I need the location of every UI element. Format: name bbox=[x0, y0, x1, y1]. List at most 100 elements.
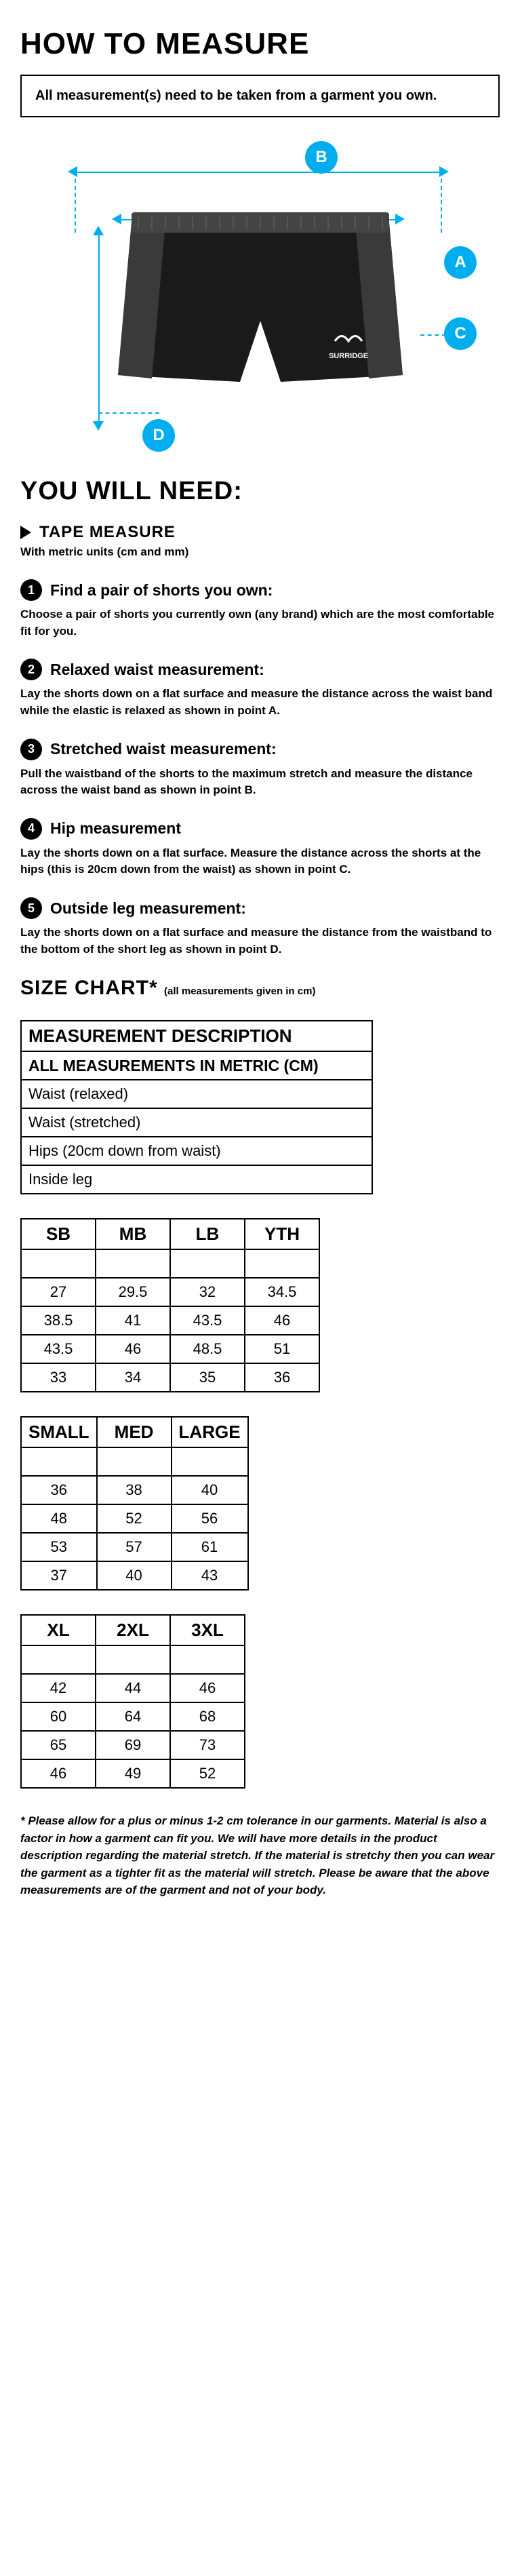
label-a: A bbox=[444, 246, 477, 279]
size-header: SB bbox=[21, 1219, 96, 1249]
size-cell: 46 bbox=[21, 1759, 96, 1788]
step-title: Outside leg measurement: bbox=[50, 899, 246, 918]
size-cell bbox=[245, 1249, 319, 1278]
size-cell bbox=[170, 1249, 245, 1278]
size-cell: 68 bbox=[170, 1702, 245, 1731]
size-cell: 36 bbox=[245, 1363, 319, 1392]
step-title: Relaxed waist measurement: bbox=[50, 661, 264, 679]
size-cell: 56 bbox=[172, 1504, 248, 1533]
size-cell: 46 bbox=[96, 1335, 170, 1363]
size-cell: 61 bbox=[172, 1533, 248, 1561]
size-cell: 44 bbox=[96, 1674, 170, 1702]
size-cell: 42 bbox=[21, 1674, 96, 1702]
step-title: Find a pair of shorts you own: bbox=[50, 581, 273, 600]
size-cell: 73 bbox=[170, 1731, 245, 1759]
size-cell: 43.5 bbox=[170, 1306, 245, 1335]
desc-row: Waist (stretched) bbox=[21, 1108, 372, 1137]
measurement-description-table: MEASUREMENT DESCRIPTION ALL MEASUREMENTS… bbox=[20, 1020, 373, 1194]
step: 2Relaxed waist measurement:Lay the short… bbox=[20, 659, 500, 719]
size-cell: 51 bbox=[245, 1335, 319, 1363]
size-cell: 46 bbox=[170, 1674, 245, 1702]
desc-row: Waist (relaxed) bbox=[21, 1080, 372, 1108]
step-number: 1 bbox=[20, 579, 42, 601]
size-cell: 32 bbox=[170, 1278, 245, 1306]
size-cell bbox=[96, 1249, 170, 1278]
size-cell bbox=[96, 1645, 170, 1674]
size-cell: 57 bbox=[97, 1533, 172, 1561]
size-cell: 53 bbox=[21, 1533, 97, 1561]
size-cell: 43.5 bbox=[21, 1335, 96, 1363]
size-header: LARGE bbox=[172, 1417, 248, 1447]
size-cell: 40 bbox=[172, 1476, 248, 1504]
size-cell: 52 bbox=[97, 1504, 172, 1533]
size-cell bbox=[21, 1645, 96, 1674]
size-cell: 48.5 bbox=[170, 1335, 245, 1363]
you-will-need-title: YOU WILL NEED: bbox=[20, 477, 500, 506]
size-header: LB bbox=[170, 1219, 245, 1249]
step-number: 5 bbox=[20, 897, 42, 919]
size-cell: 49 bbox=[96, 1759, 170, 1788]
desc-table-sub: ALL MEASUREMENTS IN METRIC (CM) bbox=[21, 1051, 372, 1080]
step-body: Choose a pair of shorts you currently ow… bbox=[20, 606, 500, 640]
size-cell: 27 bbox=[21, 1278, 96, 1306]
size-chart-title: SIZE CHART* (all measurements given in c… bbox=[20, 977, 500, 1000]
shorts-illustration: SURRIDGE bbox=[111, 199, 409, 395]
step: 3Stretched waist measurement:Pull the wa… bbox=[20, 739, 500, 799]
tool-row: TAPE MEASURE bbox=[20, 523, 500, 542]
size-cell: 43 bbox=[172, 1561, 248, 1590]
step-title: Hip measurement bbox=[50, 819, 181, 838]
size-header: SMALL bbox=[21, 1417, 97, 1447]
size-cell: 46 bbox=[245, 1306, 319, 1335]
size-cell: 34 bbox=[96, 1363, 170, 1392]
size-cell: 60 bbox=[21, 1702, 96, 1731]
size-cell: 69 bbox=[96, 1731, 170, 1759]
step-body: Lay the shorts down on a flat surface an… bbox=[20, 924, 500, 958]
label-b: B bbox=[305, 141, 338, 174]
page-title: HOW TO MEASURE bbox=[20, 27, 500, 61]
triangle-icon bbox=[20, 526, 31, 539]
size-header: MED bbox=[97, 1417, 172, 1447]
size-table: SBMBLBYTH2729.53234.538.54143.54643.5464… bbox=[20, 1218, 320, 1392]
label-d: D bbox=[142, 419, 175, 452]
step: 5 Outside leg measurement: Lay the shorts … bbox=[20, 897, 500, 958]
size-cell: 48 bbox=[21, 1504, 97, 1533]
size-cell: 33 bbox=[21, 1363, 96, 1392]
size-cell bbox=[21, 1249, 96, 1278]
size-cell: 29.5 bbox=[96, 1278, 170, 1306]
size-cell: 38.5 bbox=[21, 1306, 96, 1335]
size-cell: 65 bbox=[21, 1731, 96, 1759]
size-header: 2XL bbox=[96, 1615, 170, 1645]
label-c: C bbox=[444, 317, 477, 350]
measurement-diagram: B A SURRIDGE C D bbox=[20, 144, 500, 450]
desc-row: Hips (20cm down from waist) bbox=[21, 1137, 372, 1165]
desc-row: Inside leg bbox=[21, 1165, 372, 1194]
svg-text:SURRIDGE: SURRIDGE bbox=[328, 352, 367, 360]
footnote: * Please allow for a plus or minus 1-2 c… bbox=[20, 1812, 500, 1899]
step-body: Pull the waistband of the shorts to the … bbox=[20, 766, 500, 799]
size-cell: 64 bbox=[96, 1702, 170, 1731]
size-table: XL2XL3XL424446606468656973464952 bbox=[20, 1614, 245, 1789]
step-body: Lay the shorts down on a flat surface. M… bbox=[20, 845, 500, 878]
size-table: SMALLMEDLARGE363840485256535761374043 bbox=[20, 1416, 249, 1591]
desc-table-header: MEASUREMENT DESCRIPTION bbox=[21, 1021, 372, 1051]
size-cell bbox=[172, 1447, 248, 1476]
size-cell: 37 bbox=[21, 1561, 97, 1590]
size-cell: 41 bbox=[96, 1306, 170, 1335]
intro-box: All measurement(s) need to be taken from… bbox=[20, 75, 500, 117]
step: 4 Hip measurement Lay the shorts down on a… bbox=[20, 818, 500, 878]
size-header: XL bbox=[21, 1615, 96, 1645]
size-cell: 52 bbox=[170, 1759, 245, 1788]
step-body: Lay the shorts down on a flat surface an… bbox=[20, 686, 500, 719]
size-header: 3XL bbox=[170, 1615, 245, 1645]
size-header: YTH bbox=[245, 1219, 319, 1249]
step-number: 3 bbox=[20, 739, 42, 760]
tool-title: TAPE MEASURE bbox=[39, 523, 176, 542]
size-cell: 35 bbox=[170, 1363, 245, 1392]
step-number: 4 bbox=[20, 818, 42, 840]
size-cell: 36 bbox=[21, 1476, 97, 1504]
size-cell bbox=[170, 1645, 245, 1674]
step: 1 Find a pair of shorts you own: Choose a … bbox=[20, 579, 500, 640]
size-cell: 40 bbox=[97, 1561, 172, 1590]
tool-subtitle: With metric units (cm and mm) bbox=[20, 545, 500, 559]
size-cell: 34.5 bbox=[245, 1278, 319, 1306]
